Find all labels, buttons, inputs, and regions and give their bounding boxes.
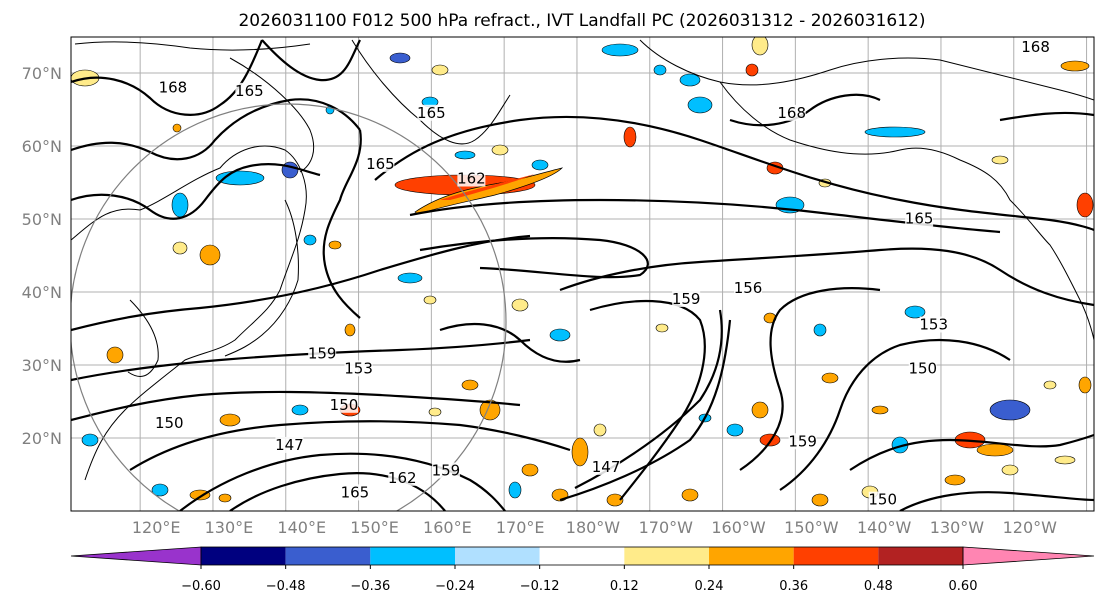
contour-label: 150: [330, 396, 359, 414]
contour-label: 147: [592, 458, 621, 476]
contour-label: 150: [155, 414, 184, 432]
contour-label: 165: [905, 210, 934, 228]
colorbar: [70, 546, 1095, 566]
graticule: [71, 37, 1094, 511]
contour-label: 165: [366, 155, 395, 173]
colorbar-tick-label: −0.60: [181, 579, 221, 594]
colorbar-tick-label: 0.36: [779, 579, 808, 594]
lat-tick-label: 40°N: [22, 283, 62, 302]
contour-label: 150: [868, 491, 897, 509]
colorbar-tick-label: 0.12: [610, 579, 639, 594]
colorbar-tick-label: 0.24: [695, 579, 724, 594]
contour-label: 168: [159, 78, 188, 96]
colorbar-segment: [455, 547, 540, 565]
lon-tick-label: 140°W: [857, 518, 912, 537]
colorbar-segment: [624, 547, 709, 565]
contour-label: 150: [908, 359, 937, 377]
colorbar-tick-label: −0.48: [266, 579, 306, 594]
colorbar-segment: [201, 547, 286, 565]
contour-label: 153: [919, 316, 948, 334]
lon-tick-label: 120°E: [132, 518, 181, 537]
contour-label: 159: [672, 290, 701, 308]
colorbar-tick-label: −0.12: [520, 579, 560, 594]
contour-label: 159: [432, 462, 461, 480]
figure-title: 2026031100 F012 500 hPa refract., IVT La…: [238, 11, 925, 31]
lon-tick-label: 150°W: [784, 518, 839, 537]
colorbar-segment: [709, 547, 794, 565]
colorbar-segment: [539, 547, 625, 565]
latitude-tick-labels: 70°N 60°N 50°N 40°N 30°N 20°N: [22, 64, 62, 448]
contour-label: 162: [457, 170, 486, 188]
lon-tick-label: 130°W: [930, 518, 985, 537]
lon-tick-label: 170°E: [496, 518, 545, 537]
map-frame: [70, 36, 1095, 512]
colorbar-tick-label: 0.60: [949, 579, 978, 594]
contour-label: 159: [308, 345, 337, 363]
lon-tick-label: 170°W: [639, 518, 694, 537]
colorbar-lower-extend: [70, 546, 202, 566]
map-plot-area: 168 165 165 165 162 168 168 165 159 156 153 150 159 1…: [71, 37, 1094, 511]
lat-tick-label: 30°N: [22, 356, 62, 375]
colorbar-upper-extend: [962, 546, 1095, 566]
colorbar-tick-labels: −0.60 −0.48 −0.36 −0.24 −0.12 0.12 0.24 0.36 0.4…: [181, 565, 977, 594]
landfall-region-circle: [71, 103, 507, 511]
colorbar-segment: [878, 547, 963, 565]
colorbar-segment: [793, 547, 879, 565]
contour-label: 156: [734, 279, 763, 297]
contour-label: 165: [235, 82, 264, 100]
contour-label: 159: [788, 432, 817, 450]
contour-label: 165: [417, 104, 446, 122]
contour-labels: 168 165 165 165 162 168 168 165 159 156 153 150 159 1…: [155, 38, 1050, 509]
contour-label: 153: [344, 359, 373, 377]
contour-label: 162: [388, 469, 417, 487]
lon-tick-label: 120°W: [1003, 518, 1058, 537]
lon-tick-label: 180°W: [566, 518, 621, 537]
colorbar-tick-label: −0.36: [350, 579, 390, 594]
longitude-tick-labels: 120°E 130°E 140°E 150°E 160°E 170°E 180°W 170°W…: [132, 518, 1057, 537]
contour-label: 168: [1021, 38, 1050, 56]
colorbar-segment: [285, 547, 371, 565]
contour-label: 165: [341, 483, 370, 501]
colorbar-segment: [370, 547, 455, 565]
colorbar-tick-label: −0.24: [435, 579, 475, 594]
contour-label: 168: [777, 104, 806, 122]
lat-tick-label: 70°N: [22, 64, 62, 83]
lon-tick-label: 160°E: [423, 518, 472, 537]
lon-tick-label: 130°E: [205, 518, 254, 537]
lon-tick-label: 150°E: [350, 518, 399, 537]
contour-label: 147: [275, 436, 304, 454]
colorbar-tick-label: 0.48: [864, 579, 893, 594]
lat-tick-label: 60°N: [22, 137, 62, 156]
lat-tick-label: 20°N: [22, 429, 62, 448]
coastlines: [71, 39, 1094, 481]
height-contours: [71, 39, 1094, 511]
lon-tick-label: 160°W: [711, 518, 766, 537]
lat-tick-label: 50°N: [22, 210, 62, 229]
lon-tick-label: 140°E: [277, 518, 326, 537]
